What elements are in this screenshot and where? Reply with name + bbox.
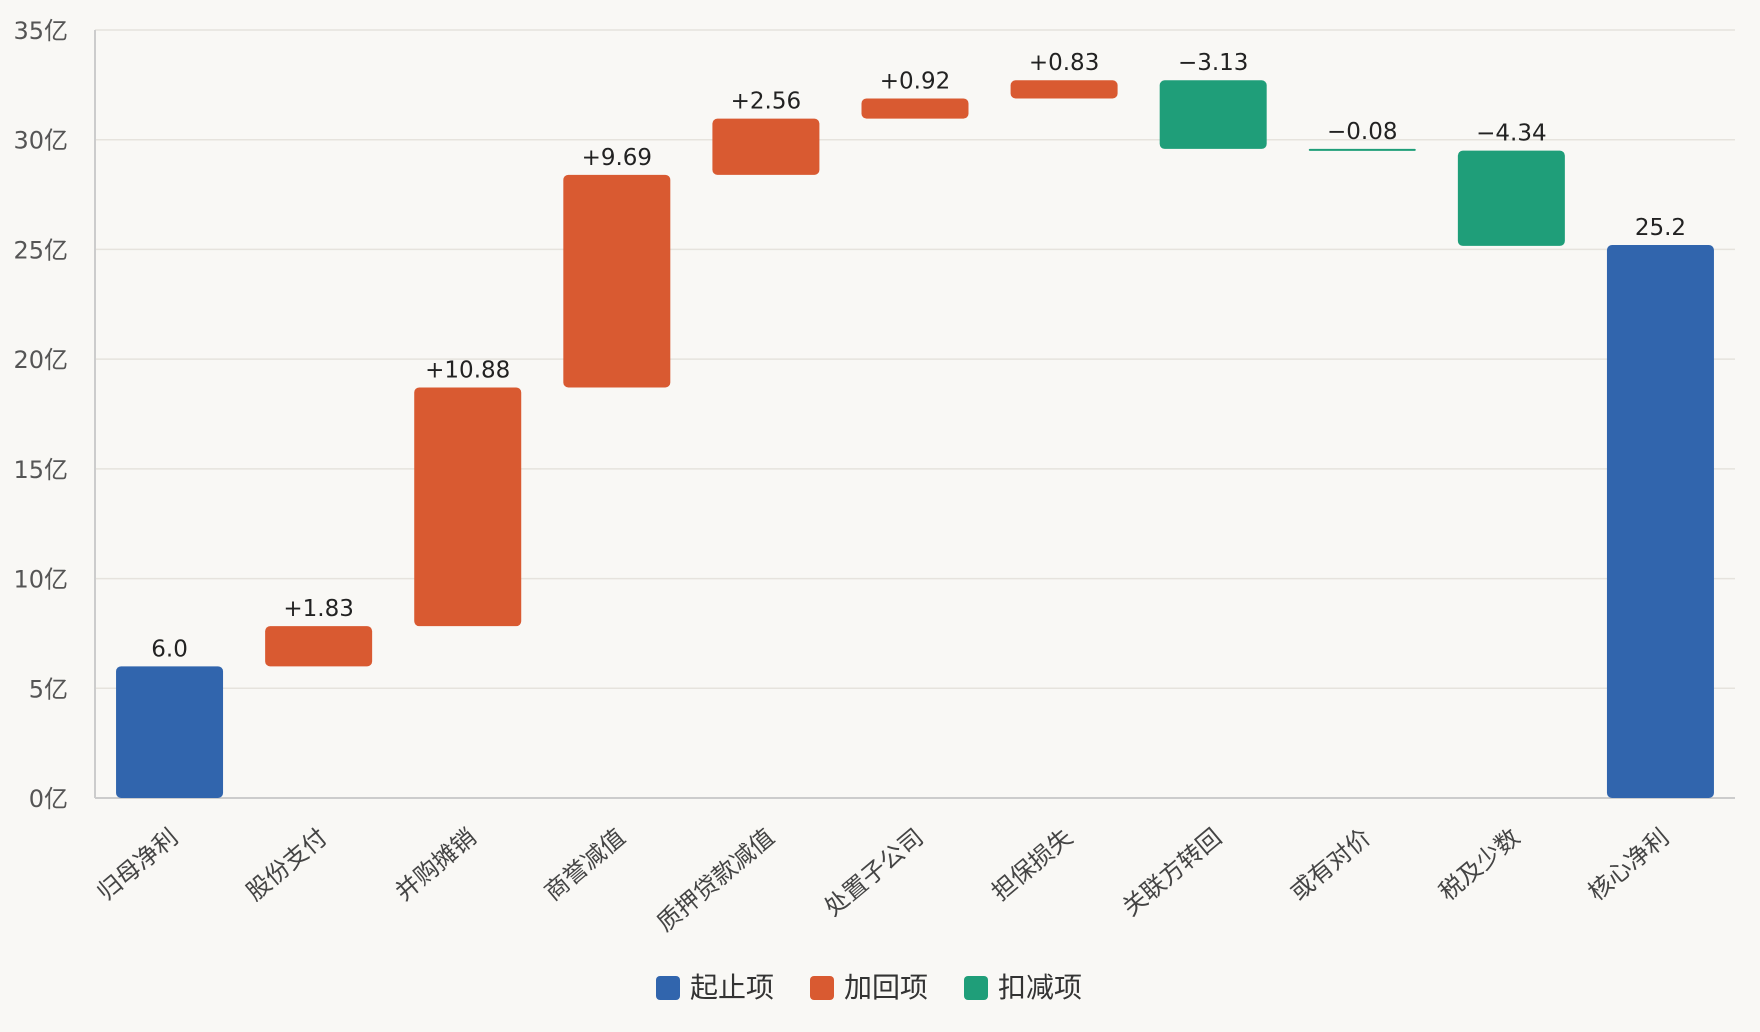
bar-4 <box>563 174 671 388</box>
data-label-2: +1.83 <box>283 596 353 622</box>
data-label-6: +0.92 <box>880 68 950 94</box>
x-tick-label: 并购摊销 <box>390 823 482 906</box>
legend-label: 扣减项 <box>998 971 1082 1004</box>
x-tick-label: 商誉减值 <box>539 823 631 906</box>
data-label-11: 25.2 <box>1635 215 1686 241</box>
legend-label: 加回项 <box>844 971 928 1004</box>
data-label-1: 6.0 <box>151 636 188 662</box>
bar-9 <box>1308 148 1416 151</box>
legend: 起止项 加回项 扣减项 <box>656 971 1082 1004</box>
x-tick-label: 或有对价 <box>1285 823 1377 906</box>
y-tick-label: 10亿 <box>13 566 68 594</box>
y-tick-label: 30亿 <box>13 127 68 155</box>
x-tick-layer: 归母净利 股份支付 并购摊销 商誉减值 质押贷款减值 处置子公司 担保损失 关联方转回 或有对价… <box>92 823 1674 937</box>
legend-swatch <box>656 976 680 1000</box>
data-label-layer: 6.0 +1.83 +10.88 +9.69 +2.56 +0.92 +0.83 −3.13 −… <box>151 50 1686 662</box>
legend-swatch <box>964 976 988 1000</box>
data-label-4: +9.69 <box>582 145 652 171</box>
x-tick-label: 股份支付 <box>241 823 333 906</box>
grid-layer <box>95 29 1735 690</box>
x-tick-label: 质押贷款减值 <box>651 823 779 937</box>
x-tick-label: 税及少数 <box>1434 823 1526 906</box>
x-tick-label: 处置子公司 <box>819 823 929 922</box>
x-tick-label: 关联方转回 <box>1117 823 1227 922</box>
data-label-7: +0.83 <box>1029 50 1099 76</box>
x-tick-label: 核心净利 <box>1583 823 1675 906</box>
y-tick-label: 5亿 <box>29 675 68 703</box>
data-label-10: −4.34 <box>1476 121 1546 147</box>
data-label-3: +10.88 <box>425 357 510 383</box>
axis-layer: 0亿 5亿 10亿 15亿 20亿 25亿 30亿 35亿 <box>13 17 1735 813</box>
bar-8 <box>1159 80 1267 149</box>
y-tick-label: 15亿 <box>13 456 68 484</box>
data-label-8: −3.13 <box>1178 50 1248 76</box>
bar-layer <box>116 80 1714 799</box>
bar-1 <box>116 666 224 798</box>
y-tick-label: 25亿 <box>13 236 68 264</box>
x-tick-label: 担保损失 <box>986 823 1078 906</box>
data-label-5: +2.56 <box>731 89 801 115</box>
data-label-9: −0.08 <box>1327 119 1397 145</box>
y-tick-label: 35亿 <box>13 17 68 45</box>
bar-3 <box>414 387 522 627</box>
legend-item-start_end[interactable]: 起止项 <box>656 971 774 1004</box>
bar-2 <box>265 626 373 667</box>
y-tick-label: 0亿 <box>29 785 68 813</box>
legend-swatch <box>810 976 834 1000</box>
bar-10 <box>1457 150 1565 246</box>
x-tick-label: 归母净利 <box>92 823 184 906</box>
bar-5 <box>712 118 820 175</box>
legend-item-subtract[interactable]: 扣减项 <box>964 971 1082 1004</box>
bar-11 <box>1606 245 1714 799</box>
y-tick-label: 20亿 <box>13 346 68 374</box>
legend-label: 起止项 <box>690 971 774 1004</box>
bar-6 <box>861 98 969 119</box>
bar-7 <box>1010 80 1118 99</box>
legend-item-add[interactable]: 加回项 <box>810 971 928 1004</box>
